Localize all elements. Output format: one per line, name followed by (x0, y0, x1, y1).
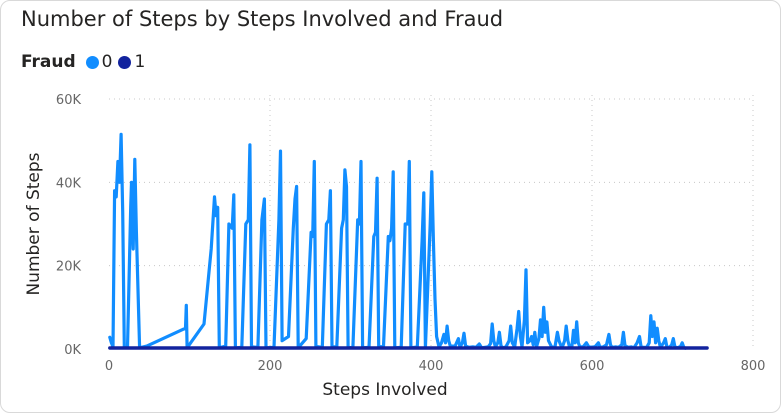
y-axis-title: Number of Steps (24, 152, 44, 295)
series-line-0 (108, 132, 687, 350)
chart-title: Number of Steps by Steps Involved and Fr… (21, 7, 504, 31)
y-tick-label: 40K (56, 176, 82, 191)
y-tick-label: 60K (56, 93, 82, 108)
legend-marker-1 (118, 55, 132, 69)
x-tick-label: 0 (105, 359, 113, 374)
legend-item-1[interactable]: 1 (118, 52, 145, 72)
legend-label-0: 0 (101, 52, 113, 72)
legend-title: Fraud (21, 52, 76, 72)
y-tick-label: 20K (56, 260, 82, 275)
legend-marker-0 (85, 55, 99, 69)
y-tick-label: 0K (64, 343, 81, 358)
x-tick-label: 800 (741, 359, 766, 374)
x-axis-title: Steps Involved (322, 380, 447, 400)
x-tick-label: 400 (419, 359, 444, 374)
legend-item-0[interactable]: 0 (85, 52, 113, 72)
x-tick-label: 200 (258, 359, 283, 374)
legend: Fraud 0 1 (21, 51, 151, 73)
x-tick-label: 600 (580, 359, 605, 374)
legend-label-1: 1 (134, 52, 146, 72)
